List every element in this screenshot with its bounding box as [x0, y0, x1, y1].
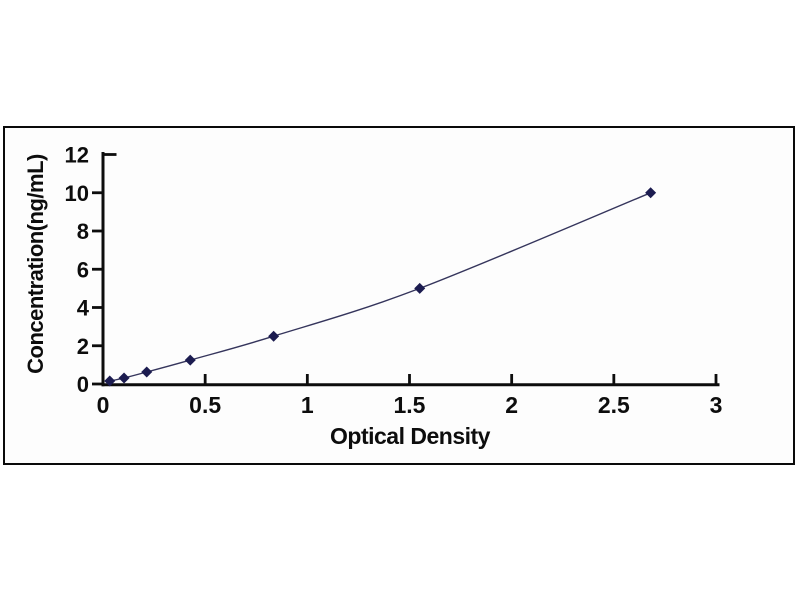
series-line [109, 192, 651, 382]
x-axis-title: Optical Density [330, 423, 490, 449]
y-axis-title: Concentration(ng/mL) [23, 154, 48, 374]
y-tick-label: 6 [77, 257, 89, 282]
data-point-marker [414, 282, 426, 294]
data-point-marker [268, 330, 280, 342]
x-tick-label: 1 [301, 392, 314, 418]
y-tick-label: 2 [77, 334, 89, 359]
x-tick-label: 3 [710, 392, 723, 418]
y-tick-label: 4 [77, 296, 90, 321]
data-point-marker [141, 366, 153, 378]
data-point-marker [645, 187, 657, 199]
data-point-marker [118, 372, 130, 384]
y-tick-label: 10 [65, 181, 89, 206]
x-tick-label: 0.5 [189, 392, 221, 418]
x-tick-label: 1.5 [394, 392, 426, 418]
y-tick-label: 8 [77, 219, 89, 244]
y-tick-label: 12 [65, 143, 89, 168]
x-tick-label: 0 [97, 392, 110, 418]
x-tick-label: 2 [505, 392, 518, 418]
data-point-marker [184, 354, 196, 366]
data-point-marker [104, 375, 116, 387]
y-tick-label: 0 [77, 372, 89, 397]
x-tick-label: 2.5 [598, 392, 630, 418]
